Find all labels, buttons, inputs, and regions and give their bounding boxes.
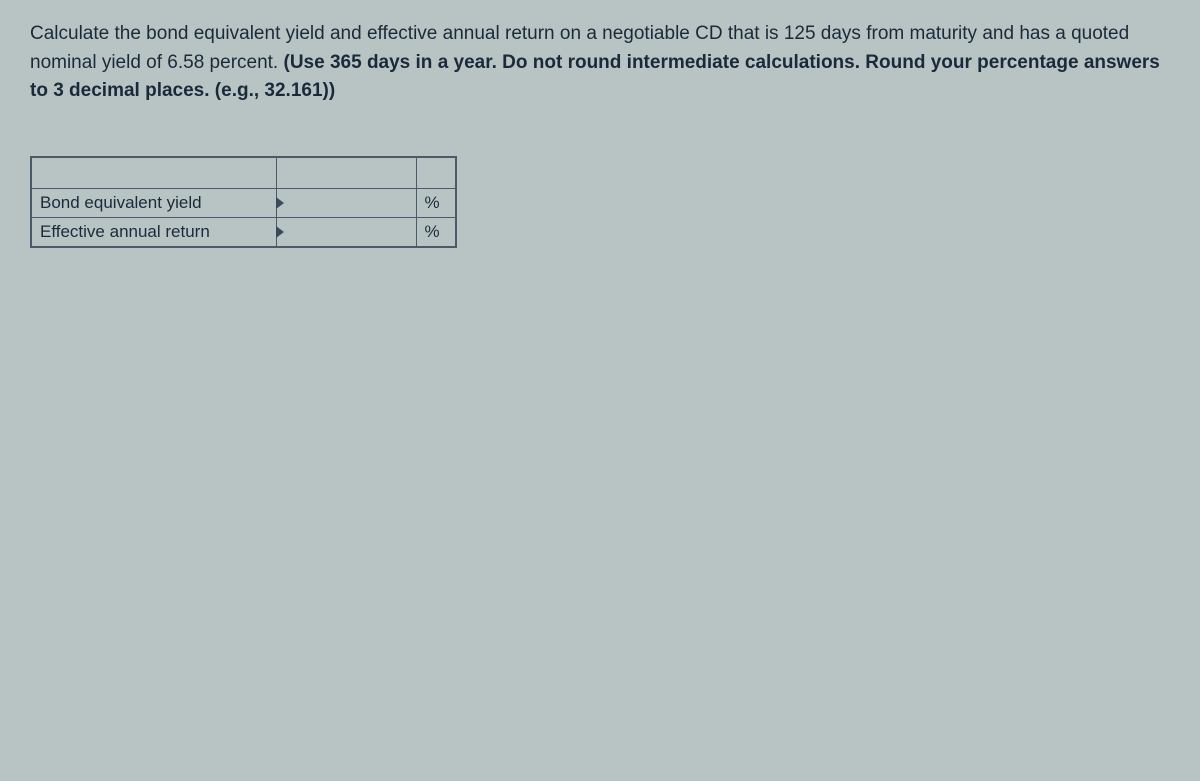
header-unit-cell (416, 157, 456, 189)
table-header-row (31, 157, 456, 189)
bond-yield-unit: % (416, 189, 456, 218)
effective-return-unit: % (416, 218, 456, 248)
effective-return-input-cell (276, 218, 416, 248)
bond-yield-input[interactable] (281, 191, 412, 215)
table-row: Bond equivalent yield % (31, 189, 456, 218)
answer-table: Bond equivalent yield % Effective annual… (30, 156, 457, 249)
bond-yield-label: Bond equivalent yield (31, 189, 276, 218)
header-input-cell (276, 157, 416, 189)
bond-yield-input-cell (276, 189, 416, 218)
question-text: Calculate the bond equivalent yield and … (30, 20, 1170, 106)
effective-return-label: Effective annual return (31, 218, 276, 248)
triangle-icon (276, 226, 284, 238)
effective-return-input[interactable] (281, 220, 412, 244)
table-row: Effective annual return % (31, 218, 456, 248)
triangle-icon (276, 197, 284, 209)
header-label-cell (31, 157, 276, 189)
